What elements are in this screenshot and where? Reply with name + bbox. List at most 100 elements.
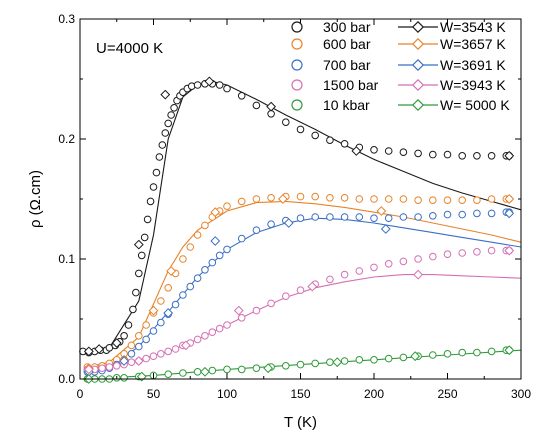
- model-point: [210, 236, 221, 246]
- data-point: [142, 335, 150, 344]
- data-point: [179, 255, 187, 263]
- data-point: [473, 248, 481, 256]
- data-point: [429, 196, 437, 204]
- data-point: [384, 214, 393, 222]
- legend-marker: [291, 79, 303, 91]
- data-point: [143, 215, 152, 224]
- x-axis-label: T (K): [284, 414, 317, 431]
- x-tick-label: 0: [77, 387, 84, 401]
- data-point: [399, 195, 408, 203]
- data-point: [355, 267, 364, 275]
- model-point: [332, 357, 343, 368]
- data-point: [311, 213, 320, 221]
- data-point: [124, 321, 133, 329]
- data-point: [370, 146, 378, 154]
- model-point: [380, 224, 391, 234]
- data-point: [164, 284, 172, 292]
- axes: 0 50 100 150 200 250 300 0.0 0.1 0.2 0.3: [58, 12, 531, 401]
- data-point: [152, 168, 161, 177]
- data-point: [429, 351, 437, 359]
- data-point: [215, 251, 224, 260]
- model-point: [504, 345, 515, 356]
- data-point: [127, 350, 136, 358]
- legend-label: 700 bar: [323, 57, 371, 73]
- model-point: [413, 269, 424, 280]
- data-point: [326, 275, 334, 284]
- data-point: [140, 233, 149, 242]
- data-point: [399, 257, 408, 266]
- y-tick-label: 0.2: [58, 132, 75, 146]
- legend-label: W=3943 K: [440, 77, 506, 93]
- data-point: [193, 81, 202, 89]
- data-point: [443, 150, 452, 159]
- data-point: [171, 300, 180, 309]
- x-tick-label: 300: [511, 387, 531, 401]
- model-point: [163, 308, 174, 318]
- data-point: [443, 196, 452, 204]
- data-point: [282, 362, 290, 370]
- data-point: [252, 364, 261, 373]
- y-axis-label: ρ (Ω.cm): [27, 170, 44, 228]
- model-point: [410, 351, 421, 362]
- data-point: [193, 274, 202, 283]
- x-tick-label: 200: [364, 387, 384, 401]
- legend-marker: [291, 21, 303, 33]
- legend-marker: [411, 20, 425, 34]
- model-point: [111, 338, 122, 348]
- data-point: [370, 195, 378, 203]
- data-point: [223, 202, 231, 210]
- data-point: [105, 363, 114, 371]
- legend-label: 1500 bar: [323, 77, 379, 93]
- data-point: [458, 196, 467, 204]
- data-point: [340, 194, 349, 202]
- data-point: [129, 305, 137, 314]
- data-point: [149, 352, 158, 361]
- data-point: [384, 354, 393, 363]
- y-tick-label: 0.3: [58, 12, 75, 26]
- legend-label: W= 5000 K: [440, 97, 510, 113]
- data-point: [215, 324, 224, 333]
- data-point: [208, 258, 217, 267]
- model-point: [200, 366, 210, 377]
- legend-marker: [291, 38, 303, 50]
- annotation-text: U=4000 K: [96, 40, 163, 57]
- data-point: [267, 299, 275, 308]
- legend-label: W=3543 K: [440, 19, 506, 35]
- data-point: [370, 356, 378, 364]
- model-point: [376, 206, 387, 216]
- data-point: [237, 92, 246, 100]
- data-point: [157, 297, 165, 305]
- data-point: [127, 341, 136, 350]
- data-point: [296, 125, 305, 134]
- data-point: [237, 314, 246, 322]
- data-point: [157, 318, 165, 327]
- data-point: [252, 101, 261, 110]
- model-point: [283, 218, 294, 228]
- data-point: [237, 365, 246, 374]
- data-point: [215, 81, 224, 89]
- data-point: [155, 153, 164, 161]
- data-point: [326, 136, 334, 144]
- model-point: [204, 76, 215, 87]
- data-point: [179, 291, 187, 299]
- data-point: [201, 221, 209, 230]
- data-point: [355, 356, 364, 364]
- data-point: [473, 209, 481, 218]
- model-point: [504, 194, 515, 204]
- data-point: [429, 212, 437, 220]
- data-point: [487, 347, 496, 356]
- model-point: [351, 146, 362, 156]
- data-point: [487, 152, 496, 160]
- data-point: [414, 149, 422, 158]
- model-line: [87, 80, 522, 354]
- data-point: [186, 243, 195, 251]
- x-tick-label: 100: [217, 387, 237, 401]
- x-tick-label: 50: [147, 387, 161, 401]
- data-point: [487, 209, 496, 218]
- data-point: [149, 327, 158, 335]
- data-point: [326, 213, 334, 221]
- model-markers: [83, 76, 515, 384]
- data-point: [142, 354, 150, 363]
